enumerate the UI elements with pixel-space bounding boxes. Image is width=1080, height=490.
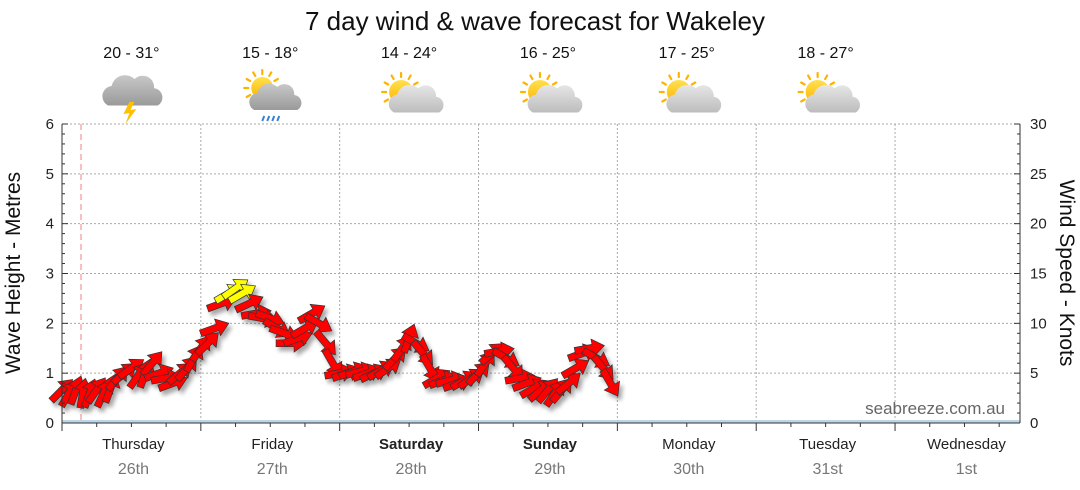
sun-ray bbox=[685, 74, 690, 81]
right-tick-label: 20 bbox=[1030, 216, 1047, 233]
date-label: 27th bbox=[257, 461, 288, 478]
left-tick-label: 0 bbox=[46, 415, 54, 432]
wind-arrow bbox=[573, 338, 605, 358]
left-tick-label: 3 bbox=[46, 266, 54, 283]
cloud-shape bbox=[388, 84, 444, 113]
sun-ray bbox=[690, 81, 697, 86]
temperature-row: 20 - 31° 15 - 18° 14 - 24° 16 - 25° 17 - 25°… bbox=[103, 45, 853, 62]
weather-icon-row bbox=[102, 68, 861, 124]
rain-drop bbox=[261, 115, 266, 122]
left-axis-label: Wave Height - Metres bbox=[2, 172, 25, 374]
wind-arrow bbox=[194, 332, 219, 357]
cloud-shape bbox=[249, 83, 302, 110]
sun-ray bbox=[546, 74, 551, 81]
wind-arrow bbox=[199, 318, 230, 338]
left-tick-label: 6 bbox=[46, 116, 54, 133]
x-axis-labels: Thursday 26th Friday 27th Saturday 28th Sunday… bbox=[102, 436, 1006, 478]
day-label: Sunday bbox=[523, 436, 578, 453]
day-label: Friday bbox=[251, 436, 293, 453]
sun-ray bbox=[245, 93, 252, 99]
sun-ray bbox=[800, 98, 806, 103]
wind-arrow bbox=[233, 293, 264, 314]
day-label: Saturday bbox=[379, 436, 444, 453]
temperature-range: 14 - 24° bbox=[381, 45, 437, 62]
sun-ray bbox=[522, 81, 529, 86]
day-label: Tuesday bbox=[799, 436, 856, 453]
date-label: 31st bbox=[812, 461, 843, 478]
sun-ray bbox=[383, 98, 390, 103]
partly-cloudy-icon bbox=[381, 71, 444, 113]
temperature-range: 15 - 18° bbox=[242, 45, 298, 62]
sun-ray bbox=[273, 77, 279, 83]
temperature-range: 16 - 25° bbox=[520, 45, 576, 62]
wind-arrow bbox=[227, 283, 256, 305]
sun-ray bbox=[412, 81, 419, 86]
sun-ray bbox=[661, 98, 667, 103]
sun-ray bbox=[252, 71, 257, 77]
rain-drop bbox=[276, 115, 281, 122]
right-tick-label: 15 bbox=[1030, 266, 1047, 283]
right-tick-label: 0 bbox=[1030, 415, 1038, 432]
cloud-shape bbox=[666, 84, 722, 113]
left-tick-label: 5 bbox=[46, 166, 54, 183]
right-tick-label: 30 bbox=[1030, 116, 1047, 133]
rain-drop bbox=[266, 115, 271, 122]
right-tick-label: 10 bbox=[1030, 315, 1047, 332]
cloud-shape bbox=[102, 75, 163, 106]
date-label: 1st bbox=[956, 461, 978, 478]
sun-ray bbox=[800, 81, 806, 86]
sun-ray bbox=[522, 98, 529, 103]
plot-area: seabreeze.com.au bbox=[48, 123, 1020, 423]
wave-height-area bbox=[62, 420, 1020, 423]
wind-arrow bbox=[554, 373, 581, 396]
sun-ray bbox=[390, 74, 395, 81]
date-label: 28th bbox=[396, 461, 427, 478]
partly-cloudy-icon bbox=[519, 71, 583, 113]
day-label: Wednesday bbox=[927, 436, 1006, 453]
axes: 0 1 2 3 4 5 6 0 5 10 15 20 25 30 bbox=[46, 116, 1047, 432]
sun-ray bbox=[551, 81, 558, 86]
date-label: 26th bbox=[118, 461, 149, 478]
temperature-range: 20 - 31° bbox=[103, 45, 159, 62]
day-label: Thursday bbox=[102, 436, 165, 453]
temperature-range: 17 - 25° bbox=[659, 45, 715, 62]
date-label: 29th bbox=[534, 461, 565, 478]
sun-ray bbox=[245, 77, 252, 83]
sun-cloud-rain-icon bbox=[243, 68, 302, 122]
left-tick-label: 2 bbox=[46, 315, 54, 332]
sun-ray bbox=[824, 74, 829, 81]
right-axis-label: Wind Speed - Knots bbox=[1055, 180, 1078, 367]
left-tick-label: 1 bbox=[46, 365, 54, 382]
partly-cloudy-icon bbox=[658, 71, 722, 113]
plot-background bbox=[62, 124, 1020, 423]
cloud-shape bbox=[805, 84, 861, 113]
left-tick-label: 4 bbox=[46, 216, 54, 233]
day-label: Monday bbox=[662, 436, 716, 453]
wind-arrow bbox=[303, 312, 333, 333]
right-tick-label: 5 bbox=[1030, 365, 1038, 382]
sun-ray bbox=[529, 74, 534, 81]
storm-icon bbox=[102, 75, 163, 124]
wind-arrow bbox=[599, 367, 620, 397]
chart-title: 7 day wind & wave forecast for Wakeley bbox=[305, 6, 765, 36]
wind-arrow bbox=[560, 358, 590, 380]
sun-ray bbox=[807, 74, 812, 81]
date-label: 30th bbox=[673, 461, 704, 478]
watermark: seabreeze.com.au bbox=[865, 399, 1005, 418]
sun-ray bbox=[383, 81, 390, 86]
sun-ray bbox=[407, 74, 412, 81]
partly-cloudy-icon bbox=[797, 71, 861, 113]
lightning-bolt bbox=[123, 102, 137, 124]
wind-arrow bbox=[289, 318, 319, 340]
cloud-shape bbox=[527, 84, 583, 113]
temperature-range: 18 - 27° bbox=[798, 45, 854, 62]
sun-ray bbox=[668, 74, 673, 81]
wind-arrow-series bbox=[48, 279, 620, 409]
right-tick-label: 25 bbox=[1030, 166, 1047, 183]
rain-drop bbox=[271, 115, 276, 122]
sun-ray bbox=[661, 81, 667, 86]
sun-ray bbox=[268, 71, 273, 77]
sun-ray bbox=[829, 81, 836, 86]
